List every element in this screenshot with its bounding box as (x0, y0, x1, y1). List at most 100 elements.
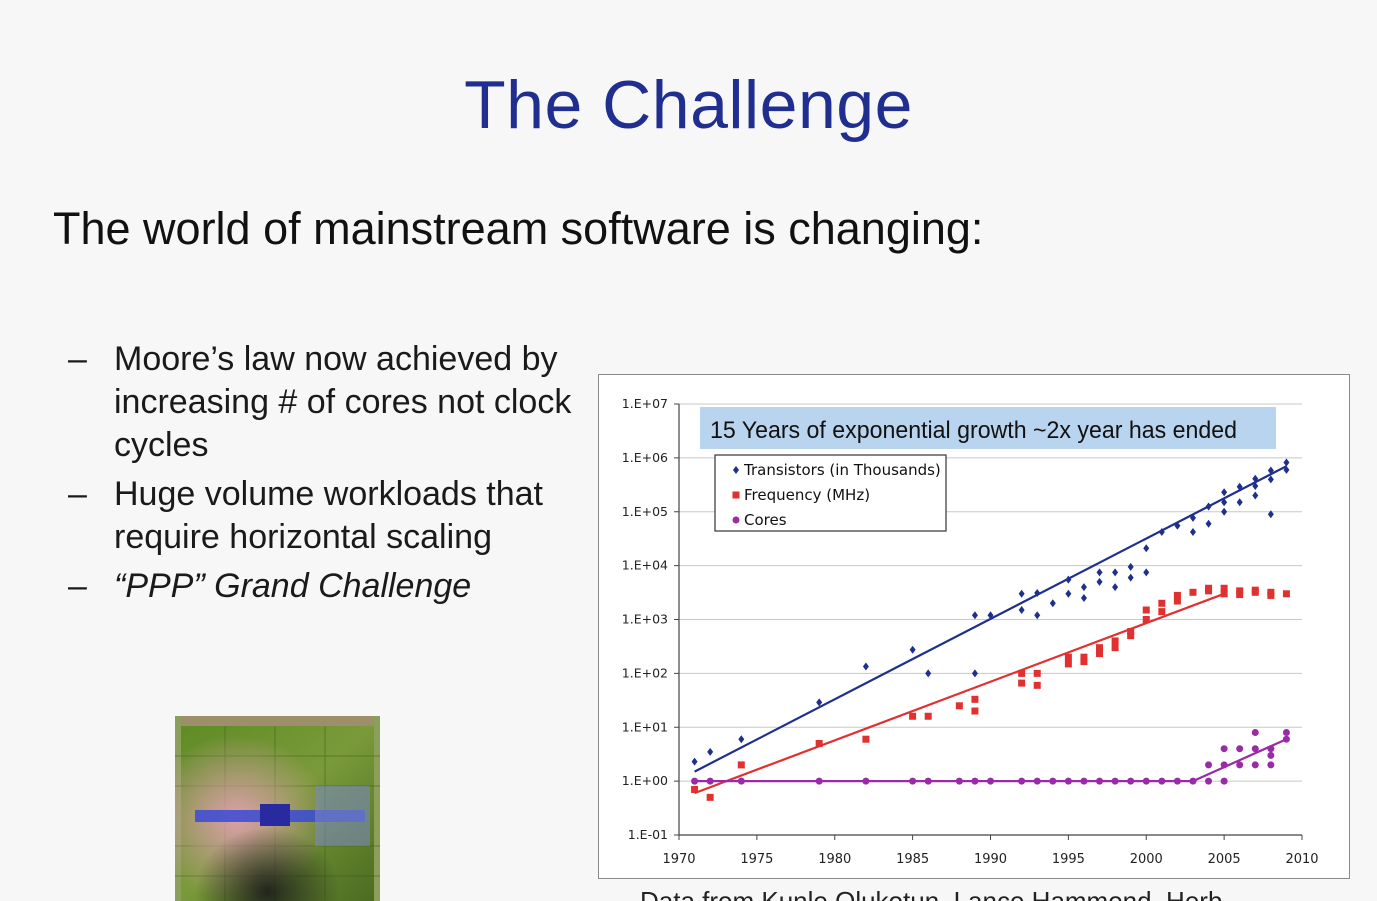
data-point (1049, 599, 1056, 608)
data-point (862, 777, 870, 785)
data-point (1018, 606, 1025, 615)
data-point (1236, 482, 1243, 491)
legend-label: Transistors (in Thousands) (743, 461, 941, 479)
data-point (1096, 650, 1104, 658)
data-point (924, 712, 932, 720)
data-point (862, 662, 869, 671)
data-point (1018, 669, 1026, 677)
data-point (1158, 528, 1165, 537)
data-point (1189, 777, 1197, 785)
data-point (1080, 658, 1088, 666)
data-point (862, 735, 870, 743)
data-point (1174, 521, 1181, 530)
data-point (1189, 588, 1197, 596)
data-point (1080, 777, 1088, 785)
data-point (1127, 573, 1134, 582)
y-tick-label: 1.E-01 (628, 827, 668, 842)
data-point (1221, 488, 1228, 497)
legend-label: Frequency (MHz) (744, 486, 870, 504)
data-point (1080, 653, 1088, 661)
data-point (1267, 466, 1274, 475)
banner-text: 15 Years of exponential growth ~2x year … (710, 417, 1237, 444)
data-point (1173, 591, 1181, 599)
data-point (691, 785, 699, 793)
data-point (971, 707, 979, 715)
data-point (1236, 587, 1244, 595)
data-point (1267, 751, 1275, 759)
data-point (1127, 562, 1134, 571)
data-point (1080, 583, 1087, 592)
data-point (971, 669, 978, 678)
y-tick-label: 1.E+05 (622, 504, 668, 519)
data-point (1033, 777, 1041, 785)
data-point (1034, 611, 1041, 620)
data-point (1251, 745, 1259, 753)
y-tick-label: 1.E+04 (622, 558, 668, 573)
bullet-list: – Moore’s law now achieved by increasing… (68, 338, 588, 614)
data-point (909, 645, 916, 654)
data-point (1142, 606, 1150, 614)
data-point (1189, 528, 1196, 537)
data-point (1127, 627, 1135, 635)
data-point (1236, 591, 1244, 599)
data-point (1018, 589, 1025, 598)
data-point (1282, 735, 1290, 743)
y-tick-label: 1.E+03 (622, 612, 668, 627)
bullet-text: Moore’s law now achieved by increasing #… (114, 340, 572, 464)
data-point (1252, 491, 1259, 500)
legend-marker (732, 491, 740, 499)
banner-box (700, 407, 1276, 449)
data-point (909, 777, 917, 785)
data-point (1283, 458, 1290, 467)
x-tick-label: 1990 (974, 852, 1007, 867)
data-point (1080, 594, 1087, 603)
x-tick-label: 1995 (1052, 852, 1085, 867)
data-point (1034, 589, 1041, 598)
data-point (1189, 513, 1196, 522)
data-point (987, 777, 994, 785)
data-point (1205, 587, 1213, 595)
data-point (1018, 679, 1026, 687)
data-point (1173, 597, 1181, 605)
bullet-text: “PPP” Grand Challenge (114, 567, 472, 605)
bullet-dash: – (68, 475, 87, 513)
slide-title: The Challenge (464, 67, 913, 143)
data-point (1221, 507, 1228, 516)
trend-line (694, 592, 1225, 795)
data-point (1267, 475, 1274, 484)
data-point (1252, 474, 1259, 483)
x-tick-label: 1975 (740, 852, 773, 867)
data-point (1252, 482, 1259, 491)
growth-chart: 1.E-01 1.E+00 1.E+01 1.E+02 1.E+03 1.E+04 1.E+… (598, 374, 1350, 879)
data-point (1236, 745, 1244, 753)
data-point (1158, 599, 1166, 607)
y-tick-label: 1.E+07 (622, 396, 668, 411)
data-point (1142, 616, 1150, 623)
data-point (1143, 544, 1150, 553)
data-point (1251, 761, 1259, 769)
bullet-item-workloads: – Huge volume workloads that require hor… (68, 473, 588, 559)
y-tick-label: 1.E+00 (622, 773, 668, 788)
data-point (1112, 583, 1119, 592)
data-point (706, 777, 714, 785)
data-point (1096, 644, 1104, 652)
data-point (1205, 761, 1213, 769)
y-tick-label: 1.E+01 (622, 719, 668, 734)
bullet-item-ppp: – “PPP” Grand Challenge (68, 565, 588, 608)
data-point (1096, 577, 1103, 586)
data-point (1033, 669, 1041, 677)
data-point (1064, 777, 1072, 785)
data-point (1173, 777, 1181, 785)
x-tick-label: 2005 (1208, 852, 1241, 867)
data-point (987, 611, 994, 620)
data-point (1282, 590, 1290, 598)
data-point (1220, 761, 1228, 769)
data-point (1205, 777, 1213, 785)
data-point (1220, 590, 1228, 598)
data-point (738, 735, 745, 744)
data-point (955, 777, 963, 785)
data-point (737, 777, 745, 785)
data-point (1111, 777, 1119, 785)
data-point (1112, 568, 1119, 577)
data-point (1127, 632, 1135, 640)
